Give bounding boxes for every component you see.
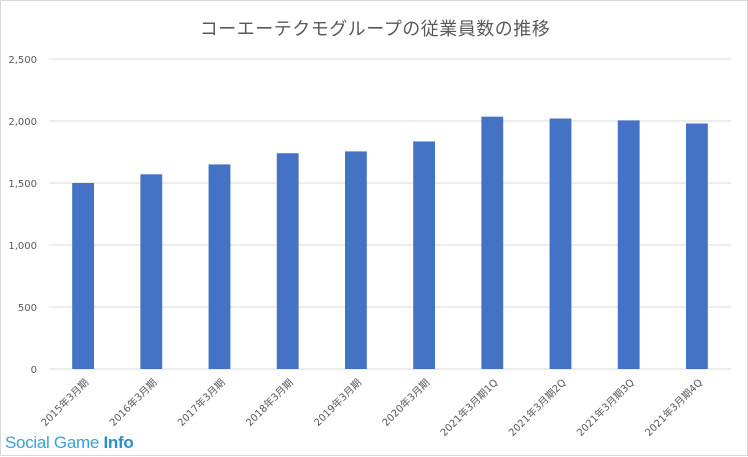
y-tick-label: 1,500 [8, 179, 37, 190]
x-tick-label: 2021年3月期2Q [506, 376, 569, 439]
x-tick-label: 2015年3月期 [38, 376, 91, 429]
y-tick-label: 2,500 [8, 55, 37, 66]
watermark-logo: Social Game Info [5, 433, 134, 453]
x-tick-label: 2020年3月期 [379, 376, 432, 429]
x-tick-label: 2017年3月期 [175, 376, 228, 429]
bar [685, 123, 708, 369]
bar [140, 174, 163, 369]
bar [208, 164, 231, 369]
y-tick-label: 2,000 [8, 117, 37, 128]
watermark-text: Social Game [5, 433, 104, 452]
bar [617, 120, 640, 369]
bar [72, 183, 95, 369]
x-tick-label: 2019年3月期 [311, 376, 364, 429]
watermark-text-strong: Info [103, 433, 134, 452]
x-tick-label: 2018年3月期 [243, 376, 296, 429]
y-tick-label: 0 [31, 365, 37, 376]
y-tick-label: 1,000 [8, 241, 37, 252]
x-tick-label: 2021年3月期1Q [437, 376, 500, 439]
y-tick-label: 500 [18, 303, 37, 314]
bar [549, 118, 572, 370]
bar [276, 153, 299, 369]
bar [481, 116, 504, 369]
chart-title: コーエーテクモグループの従業員数の推移 [199, 19, 551, 40]
x-tick-label: 2021年3月期4Q [642, 376, 705, 439]
x-tick-label: 2021年3月期3Q [574, 376, 637, 439]
bar [344, 151, 367, 369]
bar [413, 141, 436, 369]
x-tick-label: 2016年3月期 [107, 376, 160, 429]
